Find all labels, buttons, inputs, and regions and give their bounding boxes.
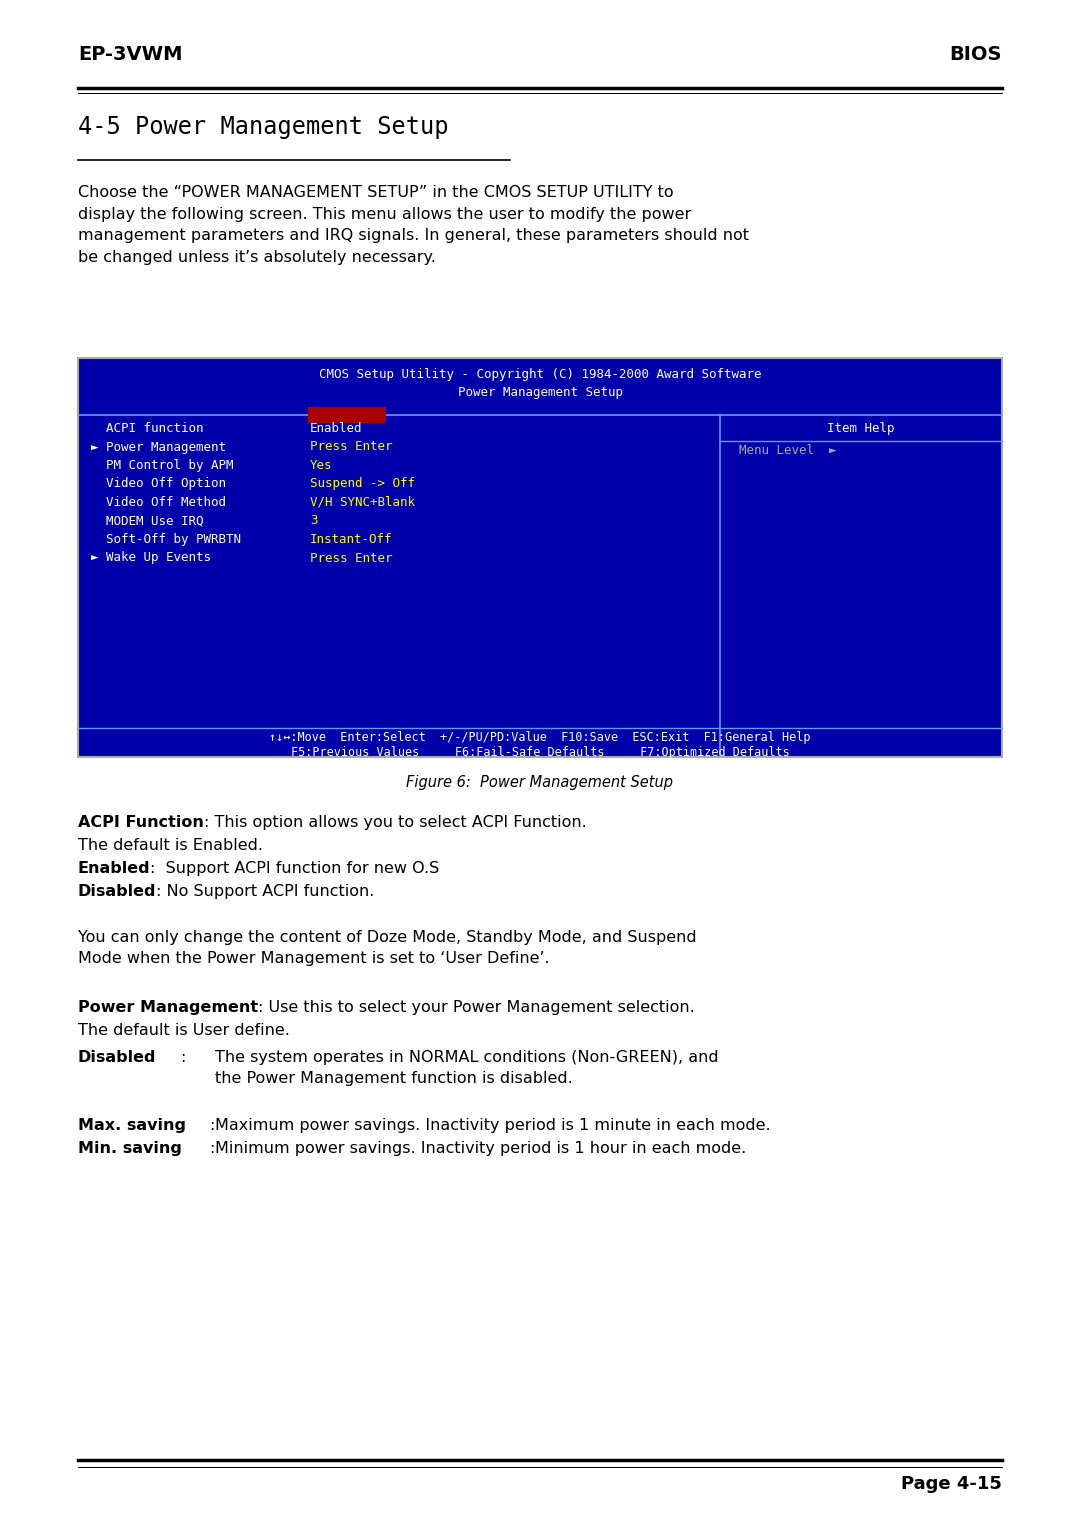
Text: Menu Level  ►: Menu Level ► [740,444,837,458]
Text: : No Support ACPI function.: : No Support ACPI function. [157,884,375,899]
Text: :: : [180,1051,186,1066]
Text: :: : [210,1142,215,1157]
Text: Page 4-15: Page 4-15 [902,1475,1002,1493]
Text: ► Power Management: ► Power Management [91,441,226,453]
Text: 3: 3 [310,514,318,528]
Text: BIOS: BIOS [949,45,1002,64]
Text: Power Management: Power Management [78,1001,258,1016]
Text: : This option allows you to select ACPI Function.: : This option allows you to select ACPI … [204,816,586,829]
Text: Max. saving: Max. saving [78,1117,186,1132]
Text: Video Off Option: Video Off Option [91,478,226,491]
Bar [78,358,1002,756]
Text: Disabled: Disabled [78,884,157,899]
Text: Suspend -> Off: Suspend -> Off [310,478,415,491]
Text: You can only change the content of Doze Mode, Standby Mode, and Suspend
Mode whe: You can only change the content of Doze … [78,929,697,966]
Text: Instant-Off: Instant-Off [310,534,392,546]
Text: Choose the “POWER MANAGEMENT SETUP” in the CMOS SETUP UTILITY to
display the fol: Choose the “POWER MANAGEMENT SETUP” in t… [78,185,748,265]
Text: ► Wake Up Events: ► Wake Up Events [91,552,211,564]
Text: ACPI function: ACPI function [91,421,203,435]
Text: Soft-Off by PWRBTN: Soft-Off by PWRBTN [91,534,241,546]
Text: Min. saving: Min. saving [78,1142,181,1157]
Text: Item Help: Item Help [827,421,894,435]
Text: Press Enter: Press Enter [310,441,392,453]
Text: V/H SYNC+Blank: V/H SYNC+Blank [310,496,415,509]
Text: Minimum power savings. Inactivity period is 1 hour in each mode.: Minimum power savings. Inactivity period… [215,1142,746,1157]
Text: Disabled: Disabled [78,1051,157,1066]
Text: 4-5 Power Management Setup: 4-5 Power Management Setup [78,115,448,139]
Text: :  Support ACPI function for new O.S: : Support ACPI function for new O.S [150,861,440,876]
Text: Video Off Method: Video Off Method [91,496,226,509]
Text: The default is User define.: The default is User define. [78,1023,289,1038]
Text: Enabled: Enabled [310,421,363,435]
Text: PM Control by APM: PM Control by APM [91,459,233,471]
Bar [308,406,386,423]
Text: Press Enter: Press Enter [310,552,392,564]
Text: : Use this to select your Power Management selection.: : Use this to select your Power Manageme… [258,1001,694,1016]
Text: F5:Previous Values     F6:Fail-Safe Defaults     F7:Optimized Defaults: F5:Previous Values F6:Fail-Safe Defaults… [291,746,789,760]
Text: Maximum power savings. Inactivity period is 1 minute in each mode.: Maximum power savings. Inactivity period… [215,1117,771,1132]
Text: MODEM Use IRQ: MODEM Use IRQ [91,514,203,528]
Text: The system operates in NORMAL conditions (Non-GREEN), and
the Power Management f: The system operates in NORMAL conditions… [215,1051,718,1085]
Text: :: : [210,1117,215,1132]
Text: Yes: Yes [310,459,333,471]
Text: ↑↓↔:Move  Enter:Select  +/-/PU/PD:Value  F10:Save  ESC:Exit  F1:General Help: ↑↓↔:Move Enter:Select +/-/PU/PD:Value F1… [269,731,811,744]
Text: Enabled: Enabled [78,861,150,876]
Text: CMOS Setup Utility - Copyright (C) 1984-2000 Award Software
Power Management Set: CMOS Setup Utility - Copyright (C) 1984-… [319,368,761,399]
Text: Figure 6:  Power Management Setup: Figure 6: Power Management Setup [406,775,674,790]
Text: The default is Enabled.: The default is Enabled. [78,838,262,854]
Text: EP-3VWM: EP-3VWM [78,45,183,64]
Text: ACPI Function: ACPI Function [78,816,204,829]
